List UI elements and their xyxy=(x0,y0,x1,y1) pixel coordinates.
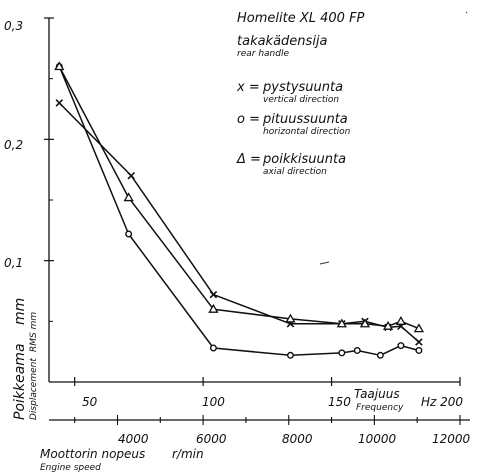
point-o-3 xyxy=(286,351,294,359)
point-triangle-5 xyxy=(359,318,371,328)
x-tick-label-50: 50 xyxy=(82,395,98,409)
point-triangle-8 xyxy=(413,323,425,333)
point-triangle-1 xyxy=(123,192,134,202)
point-x-0 xyxy=(55,99,64,107)
x-tick-label-200: Hz 200 xyxy=(421,395,463,409)
legend-label-vertical: pystysuunta xyxy=(262,80,343,95)
point-triangle-2 xyxy=(208,303,219,313)
rpm-axis-label-unit: r/min xyxy=(172,447,204,461)
point-o-2 xyxy=(209,344,217,352)
point-o-4 xyxy=(338,349,346,357)
scan-mark xyxy=(319,261,330,265)
chart-subtitle-en: rear handle xyxy=(237,49,289,59)
axes xyxy=(44,17,470,425)
legend: x = pystysuunta vertical direction o = p… xyxy=(236,80,351,177)
rpm-axis-label: Moottorin nopeus xyxy=(40,447,145,461)
point-x-2-cross xyxy=(209,290,218,299)
point-o-6 xyxy=(376,351,384,359)
point-x-2 xyxy=(209,290,218,299)
legend-label-horizontal: pituussuunta xyxy=(262,112,348,127)
series-line-x xyxy=(58,102,420,343)
legend-label-vertical-en: vertical direction xyxy=(263,95,339,105)
rpm-tick-label-12000: 12000 xyxy=(432,432,471,446)
x-axis-label-hz: Taajuus xyxy=(354,387,400,401)
legend-prefix-axial: Δ = xyxy=(236,152,261,167)
point-o-1 xyxy=(125,230,133,238)
x-tick-label-150: 150 xyxy=(328,395,351,409)
point-x-8 xyxy=(415,338,423,346)
series-layer xyxy=(54,61,425,359)
point-x-1-cross xyxy=(127,171,135,180)
rpm-axis-label-en: Engine speed xyxy=(40,463,101,473)
legend-label-axial: poikkisuunta xyxy=(262,152,346,167)
chart-title: Homelite XL 400 FP xyxy=(237,11,365,26)
legend-label-axial-en: axial direction xyxy=(263,167,327,177)
point-triangle-4 xyxy=(336,318,347,328)
point-o-8 xyxy=(415,346,423,354)
y-axis-label-en-unit: RMS mm xyxy=(29,312,39,352)
point-triangle-0 xyxy=(54,61,65,71)
legend-label-horizontal-en: horizontal direction xyxy=(263,127,351,137)
point-x-0-cross xyxy=(55,99,64,107)
x-tick-label-100: 100 xyxy=(202,395,225,409)
rpm-tick-label-4000: 4000 xyxy=(118,432,149,446)
y-axis-label: Poikkeama xyxy=(12,343,28,420)
x-axis-label-hz-en: Frequency xyxy=(356,403,404,413)
scan-mark-2 xyxy=(465,11,468,14)
y-axis-label-unit: mm xyxy=(12,298,28,325)
legend-prefix-vertical: x = xyxy=(236,80,260,95)
rpm-tick-label-8000: 8000 xyxy=(282,432,313,446)
y-tick-label-0-3: 0,3 xyxy=(4,19,23,33)
point-triangle-6 xyxy=(382,320,394,330)
y-tick-label-0-1: 0,1 xyxy=(4,256,23,270)
rpm-tick-label-6000: 6000 xyxy=(196,432,227,446)
y-axis-label-en: Displacement xyxy=(29,358,39,420)
point-triangle-7 xyxy=(395,316,407,325)
point-x-8-cross xyxy=(415,338,423,346)
point-o-5 xyxy=(353,346,361,354)
chart-subtitle: takakädensija xyxy=(237,34,328,49)
point-o-7 xyxy=(397,342,405,350)
point-x-1 xyxy=(127,171,135,180)
point-triangle-3 xyxy=(285,313,296,323)
legend-prefix-horizontal: o = xyxy=(237,112,260,127)
rpm-tick-label-10000: 10000 xyxy=(358,432,397,446)
y-tick-label-0-2: 0,2 xyxy=(4,138,23,152)
